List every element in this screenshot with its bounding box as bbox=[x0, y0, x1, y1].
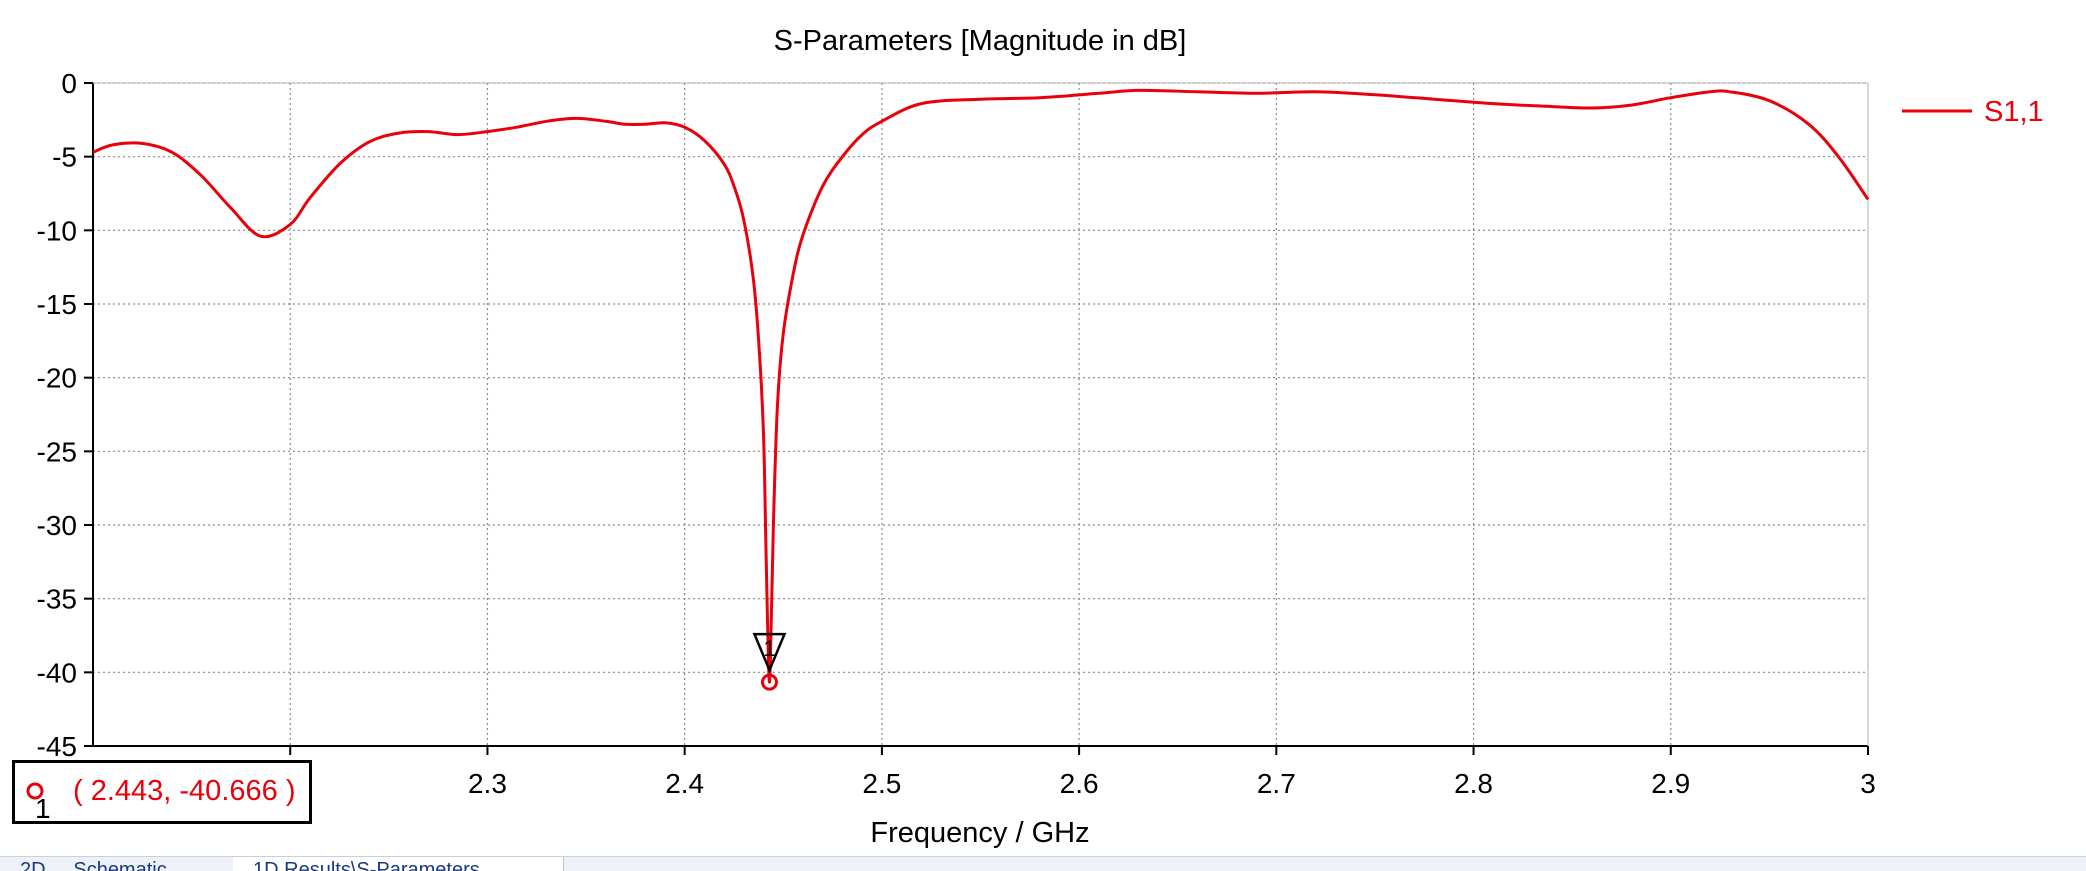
marker-triangle-icon[interactable] bbox=[752, 632, 787, 674]
x-tick-label: 2.4 bbox=[665, 768, 704, 799]
legend-label-s11: S1,1 bbox=[1984, 96, 2044, 128]
y-tick-label: -35 bbox=[37, 584, 77, 615]
y-tick-label: 0 bbox=[61, 68, 77, 99]
marker-triangle-label: 1 bbox=[763, 636, 775, 661]
x-axis-label: Frequency / GHz bbox=[870, 817, 1089, 849]
y-tick-label: -15 bbox=[37, 289, 77, 320]
x-tick-label: 3 bbox=[1860, 768, 1876, 799]
y-tick-label: -45 bbox=[37, 731, 77, 762]
y-tick-label: -10 bbox=[37, 215, 77, 246]
marker-readout-box[interactable]: 1 ( 2.443, -40.666 ) bbox=[12, 760, 312, 824]
tab-bar: 2D ... Schematic 1D Results\S-Parameters bbox=[0, 856, 2086, 871]
legend[interactable]: S1,1 bbox=[1902, 96, 2044, 128]
y-tick-label: -20 bbox=[37, 363, 77, 394]
y-tick-label: -40 bbox=[37, 657, 77, 688]
y-tick-label: -5 bbox=[52, 142, 77, 173]
x-tick-label: 2.7 bbox=[1257, 768, 1296, 799]
marker-readout-value: ( 2.443, -40.666 ) bbox=[73, 775, 296, 807]
marker-point[interactable] bbox=[760, 673, 778, 691]
tab-s-parameters[interactable]: 1D Results\S-Parameters bbox=[233, 857, 564, 871]
tab-schematic[interactable]: 2D ... Schematic bbox=[0, 857, 253, 871]
x-tick-label: 2.6 bbox=[1060, 768, 1099, 799]
marker-layer: 1 bbox=[752, 632, 787, 691]
grid bbox=[93, 82, 1868, 746]
marker-number: 1 bbox=[35, 793, 51, 824]
marker-circle-icon bbox=[26, 782, 44, 800]
chart-title: S-Parameters [Magnitude in dB] bbox=[774, 25, 1187, 57]
y-tick-label: -30 bbox=[37, 510, 77, 541]
axes: 2.22.32.42.52.62.72.82.930-5-10-15-20-25… bbox=[37, 68, 1876, 799]
plot-series bbox=[92, 88, 1870, 684]
x-tick-label: 2.3 bbox=[468, 768, 507, 799]
x-tick-label: 2.9 bbox=[1651, 768, 1690, 799]
y-tick-label: -25 bbox=[37, 436, 77, 467]
x-tick-label: 2.5 bbox=[862, 768, 901, 799]
x-tick-label: 2.8 bbox=[1454, 768, 1493, 799]
series-line-s11[interactable] bbox=[92, 88, 1870, 684]
